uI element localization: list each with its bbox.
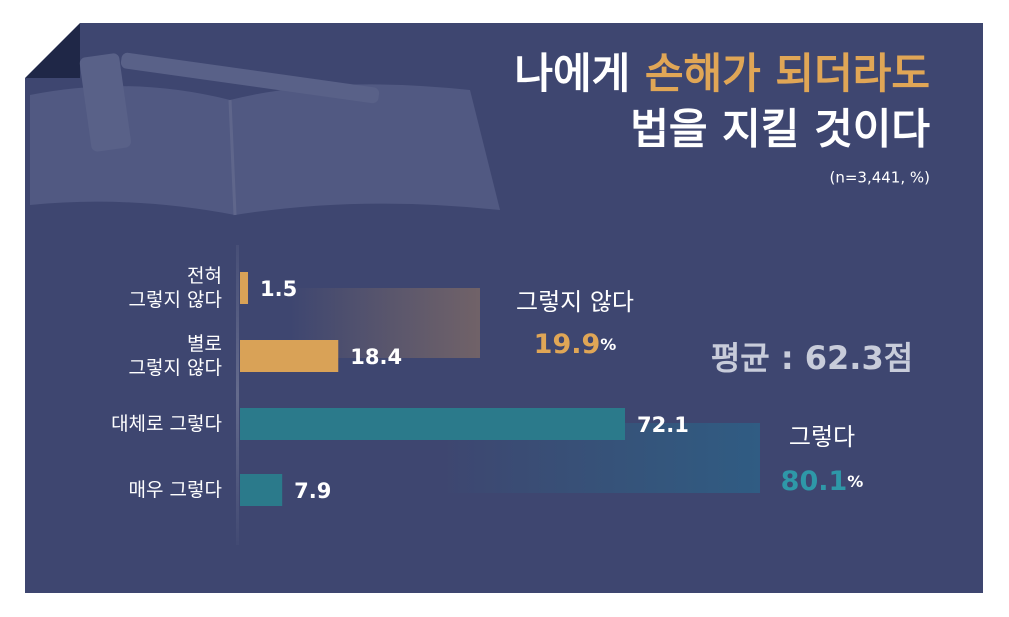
group-value: 19.9: [534, 329, 601, 360]
average-label: 평균 : 62.3점: [711, 339, 913, 377]
panel: [25, 23, 983, 593]
group-unit: %: [847, 472, 863, 491]
group-total: 80.1%: [781, 466, 864, 497]
category-label: 대체로 그렇다: [111, 413, 222, 435]
title-highlight: 손해가 되더라도: [645, 49, 930, 98]
value-label: 18.4: [350, 345, 402, 369]
title-part: 나에게: [514, 49, 645, 98]
corner-cut: [25, 23, 80, 78]
value-label: 1.5: [260, 277, 297, 301]
group-unit: %: [600, 335, 616, 354]
book-gavel-illustration: [30, 52, 500, 216]
category-label: 매우 그렇다: [128, 479, 222, 501]
axis-line: [236, 245, 239, 545]
group-name: 그렇다: [789, 423, 855, 451]
value-label: 7.9: [294, 479, 331, 503]
bar: [240, 408, 625, 440]
group-value: 80.1: [781, 466, 848, 497]
category-label: 전혀 그렇지 않다: [128, 265, 222, 311]
bar: [240, 340, 339, 372]
group-name: 그렇지 않다: [516, 288, 634, 316]
chart-title: 나에게 손해가 되더라도: [514, 49, 930, 98]
group-total: 19.9%: [534, 329, 617, 360]
category-label: 별로 그렇지 않다: [128, 333, 222, 379]
value-label: 72.1: [637, 413, 689, 437]
chart-title: 법을 지킬 것이다: [630, 105, 930, 154]
bar: [240, 272, 249, 304]
chart-subtitle: (n=3,441, %): [829, 169, 930, 187]
bar: [240, 474, 283, 506]
